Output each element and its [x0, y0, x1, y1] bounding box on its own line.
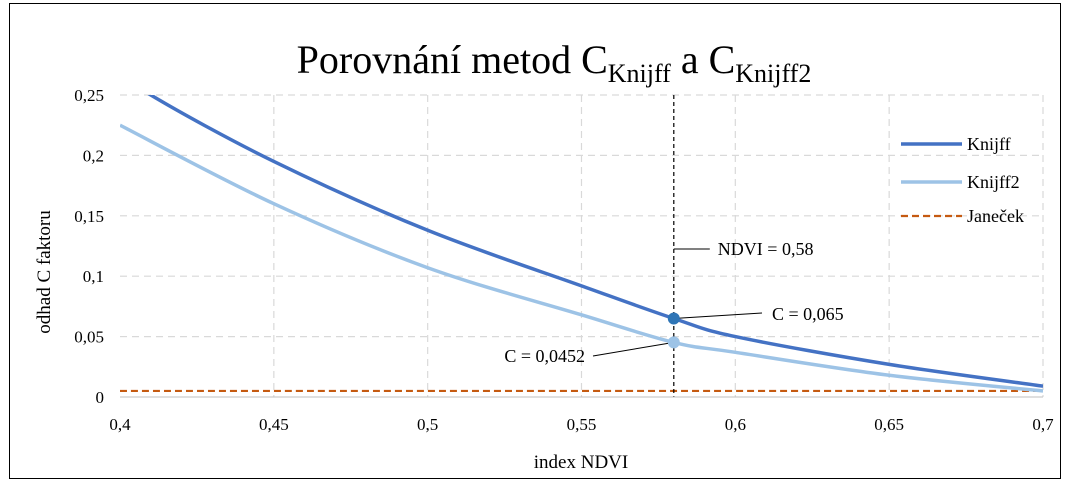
y-tick-label: 0,15 — [74, 207, 104, 226]
chart-frame — [9, 3, 1061, 479]
series-line-knijff — [147, 95, 1043, 388]
y-tick-label: 0 — [96, 388, 105, 407]
x-tick-label: 0,65 — [874, 415, 904, 434]
x-tick-label: 0,55 — [567, 415, 597, 434]
legend: Knijff Knijff2 Janeček — [901, 134, 1024, 226]
point-callout-label: C = 0,065 — [772, 304, 844, 324]
y-axis-label: odhad C faktoru — [34, 210, 55, 334]
axis-layer: 0,4 0,45 0,5 0,55 0,6 0,65 0,7 0 0,05 0,1 0,15 0,2 0… — [74, 86, 1054, 434]
x-tick-label: 0,5 — [417, 415, 438, 434]
y-tick-label: 0,1 — [83, 267, 104, 286]
title-subscript: Knijff — [608, 59, 671, 88]
x-tick-label: 0,6 — [725, 415, 746, 434]
grid-layer — [120, 94, 1044, 397]
annotation-layer: NDVI = 0,58 C = 0,065 C = 0,0452 — [504, 95, 844, 397]
series-layer — [120, 95, 1043, 393]
legend-label: Knijff2 — [967, 172, 1020, 192]
legend-label: Janeček — [967, 206, 1024, 226]
y-tick-label: 0,05 — [74, 328, 104, 347]
x-tick-label: 0,7 — [1032, 415, 1054, 434]
data-point-knijff — [667, 312, 680, 325]
x-tick-label: 0,4 — [109, 415, 131, 434]
title-subscript: Knijff2 — [735, 59, 811, 88]
title-text: Porovnání metod C — [297, 37, 608, 82]
y-tick-label: 0,25 — [74, 86, 104, 105]
y-tick-label: 0,2 — [83, 146, 104, 165]
point-callout-line — [592, 341, 674, 357]
x-axis-label: index NDVI — [534, 452, 628, 473]
point-callout-label: C = 0,0452 — [504, 346, 585, 366]
legend-label: Knijff — [967, 134, 1011, 154]
data-point-knijff2 — [667, 336, 680, 349]
title-text: a C — [671, 37, 735, 82]
point-callout-line — [673, 312, 763, 319]
x-tick-label: 0,45 — [259, 415, 289, 434]
ndvi-callout-label: NDVI = 0,58 — [718, 239, 814, 259]
chart-title: Porovnání metod CKnijff a CKnijff2 — [297, 37, 812, 88]
series-line-knijff2 — [120, 123, 1043, 393]
